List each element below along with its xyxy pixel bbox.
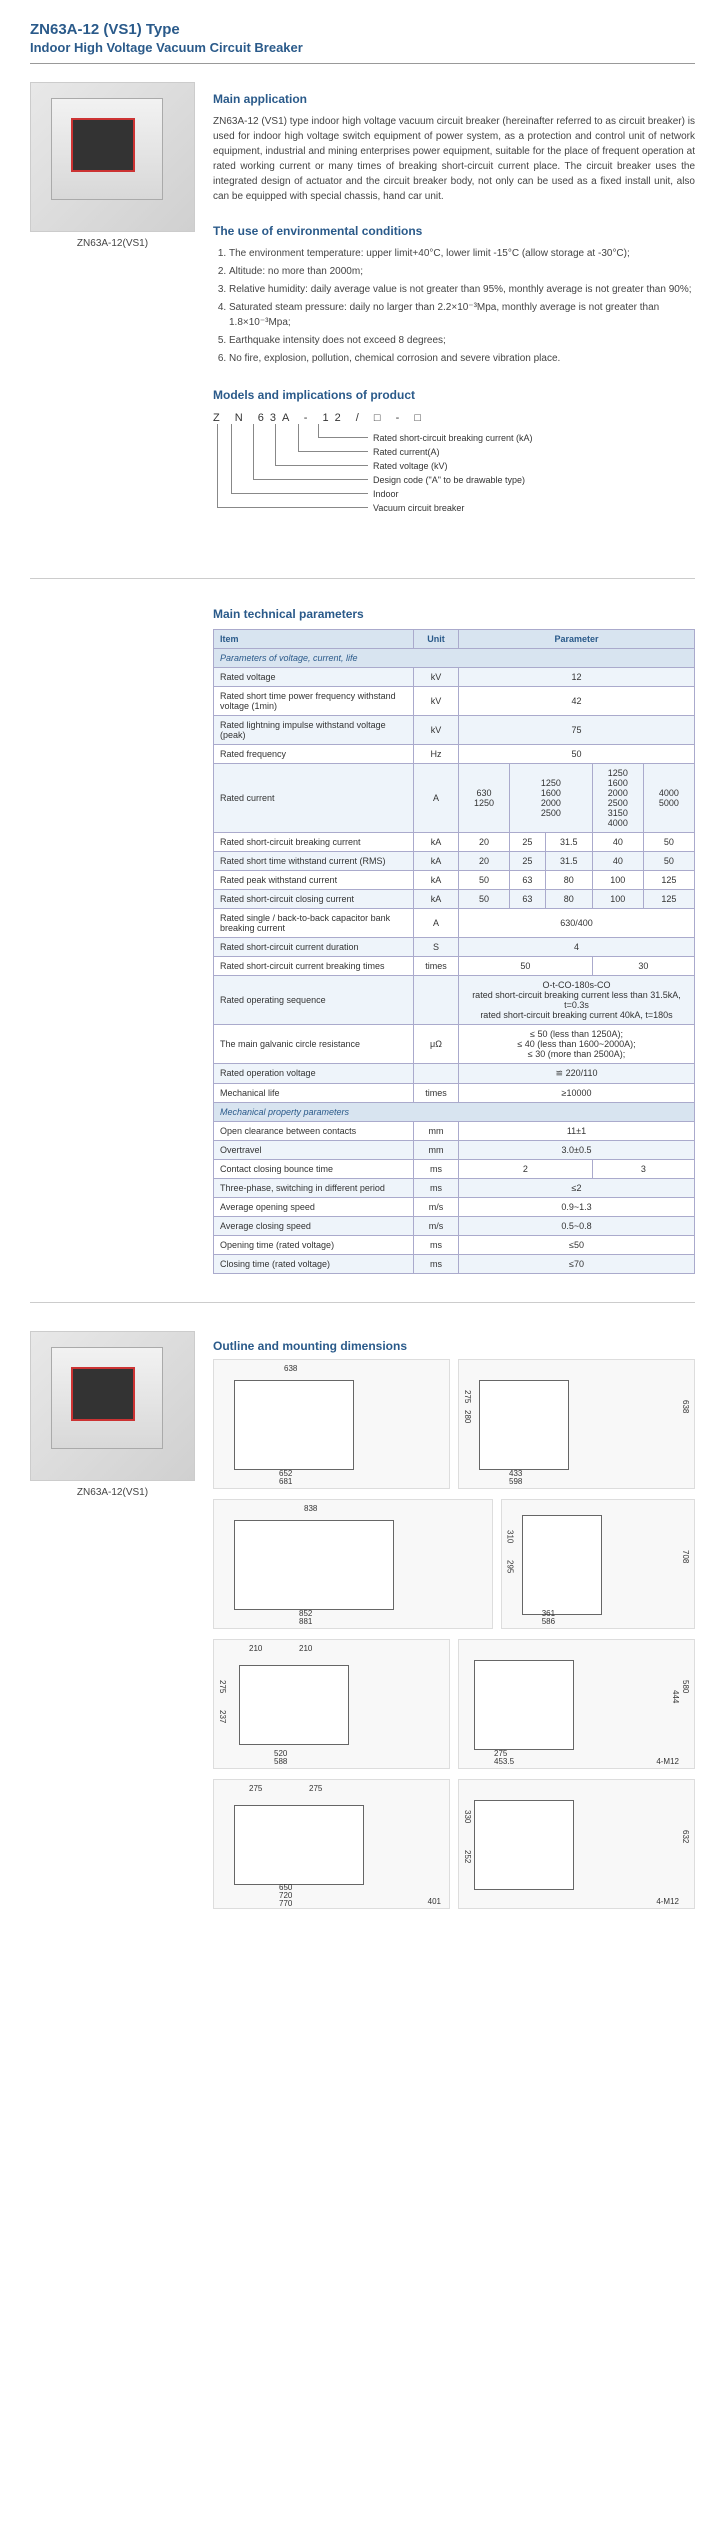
product-image (30, 82, 195, 232)
table-row: Contact closing bounce timems23 (214, 1159, 695, 1178)
main-app-text: ZN63A-12 (VS1) type indoor high voltage … (213, 114, 695, 204)
technical-drawing: 638 652 681 (213, 1359, 450, 1489)
model-label: Rated short-circuit breaking current (kA… (373, 432, 533, 446)
technical-drawing: 838 852 881 (213, 1499, 493, 1629)
table-row: Rated short-circuit closing currentkA506… (214, 889, 695, 908)
table-row: The main galvanic circle resistanceμΩ≤ 5… (214, 1024, 695, 1063)
env-item: No fire, explosion, pollution, chemical … (229, 351, 695, 366)
table-row: Closing time (rated voltage)ms≤70 (214, 1254, 695, 1273)
table-row: Three-phase, switching in different peri… (214, 1178, 695, 1197)
divider (30, 63, 695, 64)
product-caption: ZN63A-12(VS1) (30, 1487, 195, 1498)
section-title-main-app: Main application (213, 90, 695, 108)
table-row: Rated peak withstand currentkA5063801001… (214, 870, 695, 889)
env-item: Relative humidity: daily average value i… (229, 282, 695, 297)
section-title-model: Models and implications of product (213, 386, 695, 404)
table-row: Rated frequencyHz50 (214, 744, 695, 763)
env-item: Saturated steam pressure: daily no large… (229, 300, 695, 330)
table-row: Average opening speedm/s0.9~1.3 (214, 1197, 695, 1216)
table-header-row: Item Unit Parameter (214, 629, 695, 648)
table-row: Overtravelmm3.0±0.5 (214, 1140, 695, 1159)
env-item: The environment temperature: upper limit… (229, 246, 695, 261)
product-image (30, 1331, 195, 1481)
table-row: Mechanical lifetimes≥10000 (214, 1083, 695, 1102)
page-header: ZN63A-12 (VS1) Type Indoor High Voltage … (30, 20, 695, 55)
model-label: Indoor (373, 488, 399, 502)
technical-drawing: 310 295 708 361 586 (501, 1499, 695, 1629)
table-row: Rated lightning impulse withstand voltag… (214, 715, 695, 744)
table-row: Open clearance between contactsmm11±1 (214, 1121, 695, 1140)
model-heading: ZN63A-12 (VS1) Type (30, 20, 695, 40)
technical-drawing: 275 275 650 720 770 401 (213, 1779, 450, 1909)
env-item: Altitude: no more than 2000m; (229, 264, 695, 279)
model-label: Rated current(A) (373, 446, 440, 460)
model-label: Design code ("A" to be drawable type) (373, 474, 525, 488)
divider (30, 578, 695, 579)
model-label: Rated voltage (kV) (373, 460, 448, 474)
th-param: Parameter (459, 629, 695, 648)
table-row: Rated short time withstand current (RMS)… (214, 851, 695, 870)
section-title-outline: Outline and mounting dimensions (213, 1339, 695, 1353)
table-row: Rated operating sequenceO-t-CO-180s-CO r… (214, 975, 695, 1024)
divider (30, 1302, 695, 1303)
table-row: Rated short-circuit current breaking tim… (214, 956, 695, 975)
table-row: Rated voltagekV12 (214, 667, 695, 686)
product-caption: ZN63A-12(VS1) (30, 238, 195, 249)
env-item: Earthquake intensity does not exceed 8 d… (229, 333, 695, 348)
th-item: Item (214, 629, 414, 648)
table-row: Average closing speedm/s0.5~0.8 (214, 1216, 695, 1235)
technical-drawing: 210 210 520 588 275 237 (213, 1639, 450, 1769)
model-label: Vacuum circuit breaker (373, 502, 464, 516)
model-diagram: Z N 63A - 12 / □ - □ Rated short-circuit… (213, 410, 695, 550)
table-row: Rated short time power frequency withsta… (214, 686, 695, 715)
table-row: Opening time (rated voltage)ms≤50 (214, 1235, 695, 1254)
section-title-env: The use of environmental conditions (213, 222, 695, 240)
env-conditions-list: The environment temperature: upper limit… (213, 246, 695, 366)
title-heading: Indoor High Voltage Vacuum Circuit Break… (30, 40, 695, 55)
section-title-params: Main technical parameters (213, 607, 695, 621)
table-section-row: Mechanical property parameters (214, 1102, 695, 1121)
technical-drawing: 275 280 638 433 598 (458, 1359, 695, 1489)
table-row: Rated operation voltage≌ 220/110 (214, 1063, 695, 1083)
table-row: Rated short-circuit breaking currentkA20… (214, 832, 695, 851)
parameters-table: Item Unit Parameter Parameters of voltag… (213, 629, 695, 1274)
table-section-row: Parameters of voltage, current, life (214, 648, 695, 667)
technical-drawing: 330 252 632 4-M12 (458, 1779, 695, 1909)
technical-drawing: 275 453.5 4-M12 580 444 (458, 1639, 695, 1769)
table-row: Rated short-circuit current durationS4 (214, 937, 695, 956)
th-unit: Unit (414, 629, 459, 648)
table-row: Rated current A 630 1250 1250 1600 2000 … (214, 763, 695, 832)
table-row: Rated single / back-to-back capacitor ba… (214, 908, 695, 937)
